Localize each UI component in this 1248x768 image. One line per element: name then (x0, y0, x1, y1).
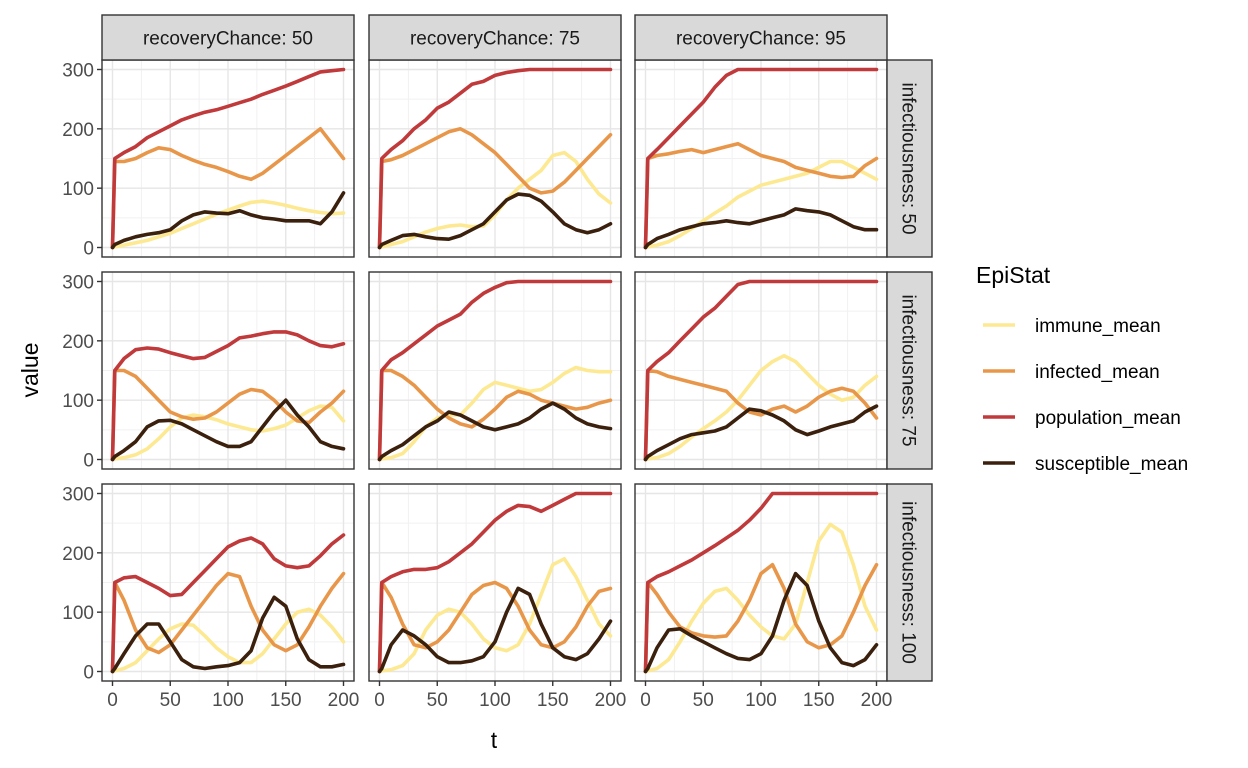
series-line-population-mean (110, 67, 346, 250)
series-line-immune-mean (110, 607, 346, 674)
series-line-population-mean (377, 279, 613, 462)
legend-entry-label: infected_mean (1035, 362, 1160, 383)
legend-entry-label: population_mean (1035, 408, 1181, 429)
y-tick-label: 300 (62, 485, 94, 506)
x-tick-label: 200 (595, 690, 627, 711)
x-tick-label: 50 (693, 690, 714, 711)
row-strip-text-group: infectiousness: 100 (898, 501, 919, 664)
y-tick-label: 200 (62, 120, 94, 141)
row-strip-text-group: infectiousness: 75 (898, 294, 919, 446)
legend-entry-label: susceptible_mean (1035, 454, 1188, 475)
facet-panel (101, 271, 355, 470)
facet-panel (101, 59, 355, 258)
x-tick-label: 100 (212, 690, 244, 711)
row-strip-text-group: infectiousness: 50 (898, 82, 919, 234)
x-tick-label: 150 (537, 690, 569, 711)
x-tick-label: 0 (374, 690, 385, 711)
y-axis-title: value (17, 343, 43, 398)
series-line-susceptible-mean (377, 401, 613, 462)
series-line-susceptible-mean (377, 586, 613, 674)
series-line-immune-mean (377, 365, 613, 462)
y-tick-label: 0 (83, 451, 94, 472)
series-line-immune-mean (643, 522, 879, 674)
legend-entry-label: immune_mean (1035, 316, 1161, 337)
series-line-immune-mean (377, 556, 613, 674)
facet-panel (368, 483, 622, 682)
x-tick-label: 100 (745, 690, 777, 711)
y-tick-label: 200 (62, 544, 94, 565)
series-line-immune-mean (110, 404, 346, 462)
x-tick-label: 0 (640, 690, 651, 711)
series-line-susceptible-mean (110, 398, 346, 462)
y-tick-label: 100 (62, 391, 94, 412)
x-tick-label: 50 (427, 690, 448, 711)
y-tick-label: 300 (62, 273, 94, 294)
x-tick-label: 150 (803, 690, 835, 711)
series-line-susceptible-mean (110, 595, 346, 674)
series-line-susceptible-mean (643, 207, 879, 250)
row-strip-label: infectiousness: 75 (898, 294, 919, 446)
facet-panels (101, 59, 888, 682)
series-line-susceptible-mean (643, 571, 879, 674)
row-strip (886, 271, 933, 470)
series-line-infected-mean (110, 127, 346, 250)
row-strip-label: infectiousness: 100 (898, 501, 919, 664)
series-line-infected-mean (643, 562, 879, 674)
column-strip-label: recoveryChance: 95 (676, 29, 846, 50)
column-strip (368, 14, 622, 61)
facet-strips: recoveryChance: 50 recoveryChance: 75 reco… (101, 14, 933, 682)
panel-border (368, 271, 622, 470)
series-line-infected-mean (377, 368, 613, 462)
series-line-population-mean (643, 491, 879, 674)
series-line-population-mean (643, 279, 879, 462)
series-line-susceptible-mean (110, 191, 346, 250)
facet-panel (634, 483, 888, 682)
series-line-immune-mean (643, 159, 879, 250)
series-line-population-mean (110, 533, 346, 674)
series-line-population-mean (377, 491, 613, 674)
x-tick-label: 150 (270, 690, 302, 711)
axes: 0 100 200 300 0 100 200 300 0 100 200 300 0 50 100 150 2… (62, 61, 892, 712)
x-tick-label: 200 (328, 690, 360, 711)
series-line-susceptible-mean (643, 404, 879, 462)
series-line-population-mean (643, 67, 879, 250)
column-strip (634, 14, 888, 61)
facet-panel (368, 271, 622, 470)
y-tick-label: 200 (62, 332, 94, 353)
series-line-immune-mean (643, 353, 879, 462)
legend: EpiStat immune_mean infected_mean populati… (976, 262, 1188, 475)
column-strip-label: recoveryChance: 50 (143, 29, 313, 50)
row-strip (886, 59, 933, 258)
facet-panel (634, 59, 888, 258)
series-line-infected-mean (377, 127, 613, 250)
facet-panel (368, 59, 622, 258)
row-strip (886, 483, 933, 682)
facet-panel (101, 483, 355, 682)
series-line-infected-mean (643, 141, 879, 250)
x-tick-label: 200 (861, 690, 893, 711)
x-axis-title: t (491, 727, 498, 753)
column-strip-label: recoveryChance: 75 (410, 29, 580, 50)
y-tick-label: 300 (62, 61, 94, 82)
series-line-immune-mean (377, 150, 613, 250)
y-tick-label: 0 (83, 239, 94, 260)
x-tick-label: 50 (160, 690, 181, 711)
series-line-susceptible-mean (377, 192, 613, 250)
series-line-population-mean (110, 330, 346, 462)
x-tick-label: 100 (479, 690, 511, 711)
panel-border (101, 271, 355, 470)
series-line-population-mean (377, 67, 613, 250)
facet-panel (634, 271, 888, 470)
x-tick-label: 0 (107, 690, 118, 711)
y-tick-label: 100 (62, 179, 94, 200)
y-tick-label: 100 (62, 603, 94, 624)
y-tick-label: 0 (83, 663, 94, 684)
legend-title: EpiStat (976, 262, 1051, 288)
series-line-infected-mean (643, 368, 879, 462)
column-strip (101, 14, 355, 61)
series-line-infected-mean (110, 571, 346, 674)
row-strip-label: infectiousness: 50 (898, 82, 919, 234)
